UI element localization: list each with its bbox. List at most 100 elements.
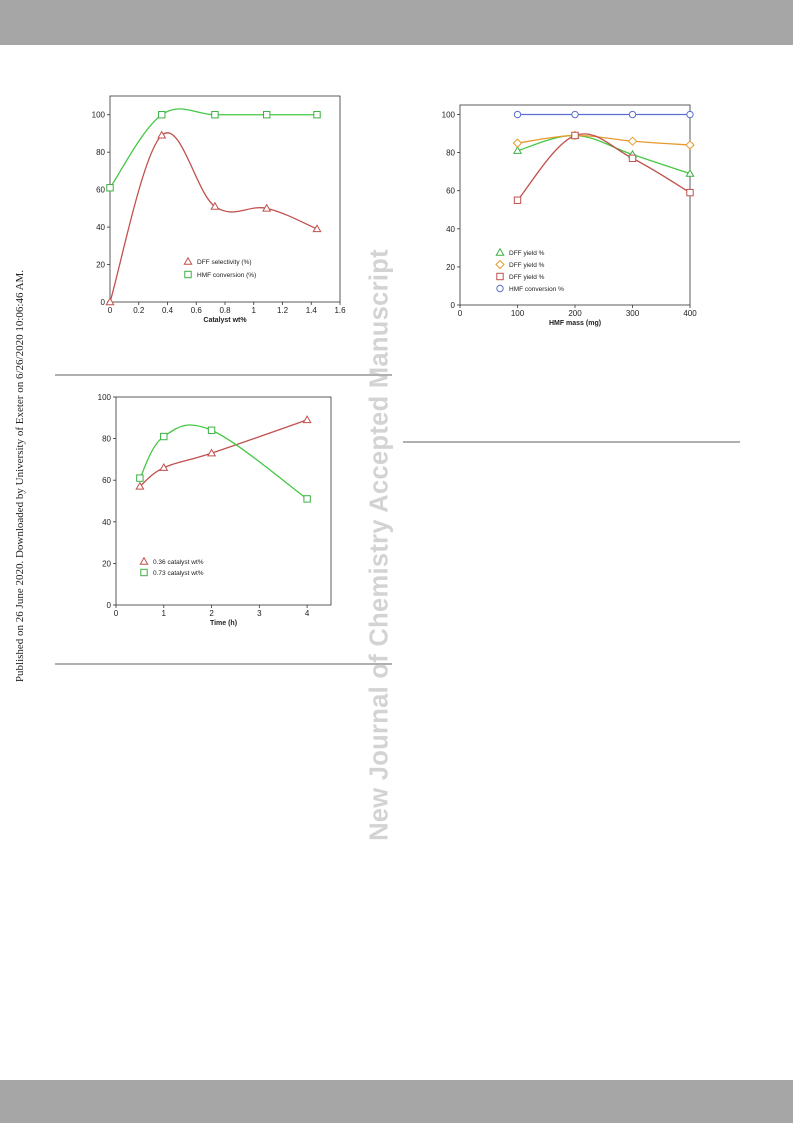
legend-label: 0.73 catalyst wt% — [153, 570, 204, 577]
y-tick-label: 20 — [446, 263, 455, 272]
x-tick-label: 3 — [257, 609, 262, 618]
data-point — [513, 110, 522, 119]
data-point — [136, 474, 144, 482]
x-tick-label: 1.4 — [306, 306, 318, 315]
data-point — [513, 196, 522, 204]
data-point — [106, 184, 114, 192]
divider-rule — [403, 441, 740, 443]
legend-marker — [495, 259, 505, 270]
data-point — [207, 426, 216, 434]
series-line — [517, 134, 691, 146]
x-tick-label: 1 — [252, 306, 257, 315]
y-tick-label: 80 — [446, 149, 455, 158]
legend-marker — [496, 284, 504, 293]
x-tick-label: 0 — [108, 306, 113, 315]
series-line — [109, 132, 318, 303]
data-point — [627, 136, 638, 146]
x-tick-label: 300 — [626, 309, 640, 318]
y-tick-label: 0 — [101, 298, 106, 307]
data-point — [685, 168, 695, 177]
journal-watermark: New Journal of Chemistry Accepted Manusc… — [365, 249, 394, 841]
y-tick-label: 100 — [98, 393, 112, 402]
series-line — [517, 133, 691, 201]
data-point — [512, 146, 523, 154]
data-point — [685, 140, 695, 150]
x-axis-title: Time (h) — [210, 620, 237, 627]
x-tick-label: 0 — [458, 309, 463, 318]
data-point — [312, 224, 322, 233]
chart-hmf-mass: 0 100 200 300 400 0 20 40 60 80 100 HMF mass (mg) DF… — [442, 104, 697, 327]
y-tick-label: 0 — [107, 601, 112, 610]
x-tick-label: 0.8 — [219, 306, 231, 315]
plot-frame — [115, 396, 332, 606]
data-point — [158, 111, 166, 119]
data-point — [571, 131, 579, 140]
divider-rule — [55, 663, 392, 665]
y-tick-label: 100 — [92, 111, 106, 120]
x-tick-label: 1.6 — [334, 306, 346, 315]
legend-marker — [139, 556, 149, 565]
footer-bar — [0, 1080, 793, 1123]
legend-marker — [495, 247, 505, 256]
x-tick-label: 4 — [305, 609, 310, 618]
x-axis-title: Catalyst wt% — [203, 317, 247, 324]
data-point — [686, 110, 694, 119]
y-tick-label: 80 — [102, 435, 111, 444]
y-tick-label: 60 — [96, 186, 105, 195]
legend-label: DFF yield % — [509, 262, 545, 269]
data-point — [157, 130, 167, 139]
y-tick-label: 0 — [451, 301, 456, 310]
data-point — [571, 110, 579, 119]
y-tick-label: 20 — [102, 559, 111, 568]
legend-label: DFF yield % — [509, 250, 545, 257]
x-tick-label: 100 — [511, 309, 525, 318]
data-point — [159, 463, 169, 471]
data-point — [303, 495, 311, 503]
data-point — [206, 448, 217, 457]
x-tick-label: 1.2 — [277, 306, 289, 315]
data-point — [313, 111, 321, 119]
data-point — [105, 297, 115, 306]
legend-marker — [140, 568, 148, 577]
x-tick-label: 400 — [683, 309, 697, 318]
plot-frame — [109, 95, 341, 303]
chart-catalyst-wt: 0 0.2 0.4 0.6 0.8 1 1.2 1.4 1.6 0 20 40 60 80 100 Catal… — [92, 95, 346, 324]
legend-marker — [496, 272, 504, 281]
legend-marker — [184, 270, 192, 279]
y-tick-label: 60 — [446, 187, 455, 196]
y-tick-label: 100 — [442, 111, 456, 120]
y-tick-label: 40 — [102, 518, 111, 527]
publication-note: Published on 26 June 2020. Downloaded by… — [14, 269, 26, 683]
data-point — [512, 138, 523, 148]
header-bar — [0, 0, 793, 45]
legend-label: DFF yield % — [509, 274, 545, 281]
data-point — [135, 481, 145, 490]
y-tick-label: 60 — [102, 476, 111, 485]
legend-marker — [183, 256, 193, 265]
x-tick-label: 200 — [568, 309, 582, 318]
series-line — [139, 424, 308, 500]
data-point — [302, 415, 312, 424]
data-point — [211, 111, 219, 119]
x-tick-label: 0.2 — [133, 306, 145, 315]
data-point — [262, 203, 272, 212]
divider-rule — [55, 374, 392, 376]
x-tick-label: 0.4 — [162, 306, 174, 315]
legend-label: 0.36 catalyst wt% — [153, 559, 204, 566]
series-line — [517, 134, 691, 175]
legend-label: HMF conversion (%) — [197, 272, 256, 279]
series-line — [139, 419, 308, 487]
x-tick-label: 1 — [162, 609, 167, 618]
x-tick-label: 2 — [209, 609, 214, 618]
x-tick-label: 0.6 — [191, 306, 203, 315]
y-tick-label: 40 — [446, 225, 455, 234]
x-axis-title: HMF mass (mg) — [549, 320, 601, 327]
legend-label: DFF selectivity (%) — [197, 259, 252, 266]
data-point — [262, 111, 271, 119]
x-tick-label: 0 — [114, 609, 119, 618]
legend-label: HMF conversion % — [509, 286, 564, 293]
y-tick-label: 40 — [96, 223, 105, 232]
data-point — [628, 154, 637, 163]
y-tick-label: 80 — [96, 148, 105, 157]
